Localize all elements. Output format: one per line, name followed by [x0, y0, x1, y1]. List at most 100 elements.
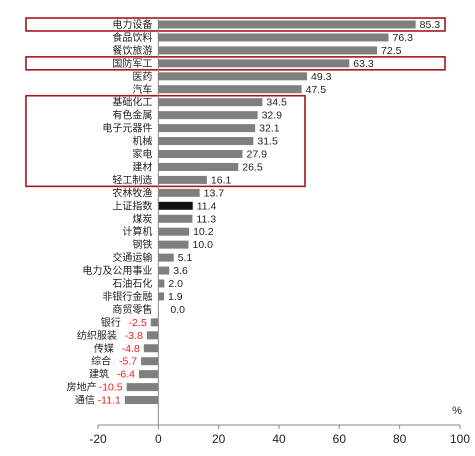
category-label-8: 有色金属 [112, 109, 152, 122]
category-label-7: 基础化工 [112, 96, 152, 109]
value-label-9: 32.1 [259, 123, 280, 135]
category-label-5: 医药 [132, 71, 152, 83]
bar-13 [158, 175, 207, 184]
value-label-30: -11.1 [98, 395, 121, 407]
category-label-17: 计算机 [122, 225, 152, 238]
category-label-28: 建筑 [89, 368, 109, 381]
value-label-2: 76.3 [393, 32, 414, 44]
category-label-30: 通信 [75, 395, 95, 407]
bar-2 [158, 33, 389, 42]
bar-3 [158, 46, 378, 55]
category-label-2: 食品饮料 [112, 31, 152, 44]
value-label-8: 32.9 [262, 110, 283, 122]
value-label-18: 10.0 [193, 239, 214, 251]
bar-22 [158, 292, 165, 301]
value-label-15: 11.4 [197, 200, 217, 212]
category-label-25: 纺织服装 [77, 329, 117, 342]
category-label-10: 机械 [132, 135, 152, 148]
highlight-box-3 [25, 94, 306, 188]
category-label-3: 餐饮旅游 [112, 44, 152, 57]
category-labels: 电力设备食品饮料餐饮旅游国防军工医药汽车基础化工有色金属电子元器件机械家电建材轻… [67, 18, 153, 407]
category-label-9: 电子元器件 [102, 122, 152, 135]
value-label-14: 13.7 [204, 187, 225, 199]
category-label-26: 传媒 [94, 343, 114, 355]
category-label-11: 家电 [132, 148, 152, 161]
value-label-10: 31.5 [257, 136, 278, 148]
value-label-20: 3.6 [173, 265, 188, 277]
x-tick-label-4: 40 [272, 432, 286, 446]
category-label-19: 交通运输 [112, 251, 152, 264]
x-tick-label-3: 20 [212, 432, 226, 446]
bar-27 [141, 357, 159, 366]
bar-21 [158, 279, 165, 288]
category-label-4: 国防军工 [112, 57, 152, 70]
category-label-12: 建材 [132, 160, 152, 173]
category-label-24: 银行 [101, 316, 121, 329]
bar-11 [158, 150, 243, 158]
bar-30 [124, 396, 159, 405]
category-label-27: 综合 [91, 355, 111, 368]
x-tick-label-5: 60 [333, 432, 347, 446]
category-label-21: 石油石化 [112, 277, 152, 290]
bar-5 [158, 72, 308, 81]
value-label-24: -2.5 [129, 317, 147, 329]
x-tick-label-7: 100 [450, 432, 470, 446]
value-label-22: 1.9 [168, 291, 183, 303]
bar-20 [158, 266, 170, 275]
category-label-15: 上证指数 [112, 199, 152, 212]
bar-7 [158, 98, 263, 107]
value-label-5: 49.3 [311, 71, 332, 83]
bar-8 [158, 111, 258, 120]
value-label-27: -5.7 [119, 356, 137, 368]
bar-10 [158, 137, 254, 146]
value-label-13: 16.1 [211, 174, 232, 186]
value-label-19: 5.1 [178, 252, 193, 264]
bar-29 [126, 383, 159, 392]
category-label-20: 电力及公用事业 [82, 264, 152, 277]
value-label-21: 2.0 [168, 278, 183, 290]
highlight-boxes [25, 17, 446, 188]
category-label-22: 非银行金融 [102, 290, 152, 303]
category-label-1: 电力设备 [112, 18, 152, 31]
category-label-13: 轻工制造 [112, 173, 152, 186]
bar-15 [158, 201, 193, 210]
category-label-14: 农林牧渔 [112, 186, 152, 199]
value-label-12: 26.5 [242, 161, 263, 173]
value-label-3: 72.5 [381, 45, 402, 57]
value-label-6: 47.5 [306, 84, 327, 96]
category-label-18: 钢铁 [132, 238, 152, 251]
bar-12 [158, 162, 239, 171]
bar-16 [158, 214, 193, 223]
value-label-11: 27.9 [247, 149, 268, 161]
bar-26 [143, 344, 159, 353]
bar-19 [158, 253, 174, 262]
bar-18 [158, 240, 189, 249]
value-label-28: -6.4 [117, 369, 135, 381]
bars [124, 20, 416, 405]
x-axis: -20 0 20 40 60 80 100 [89, 16, 470, 446]
bar-6 [158, 85, 302, 94]
value-label-29: -10.5 [99, 382, 123, 394]
bar-28 [139, 370, 159, 379]
value-label-17: 10.2 [193, 226, 214, 238]
highlight-box-2 [25, 56, 446, 71]
bar-25 [146, 331, 159, 340]
x-tick-label-2: 0 [155, 432, 162, 446]
value-label-4: 63.3 [353, 58, 374, 70]
value-label-7: 34.5 [266, 97, 287, 109]
bar-24 [150, 318, 159, 327]
bar-4 [158, 59, 350, 68]
category-label-29: 房地产 [67, 381, 97, 394]
category-label-23: 商贸零售 [112, 303, 152, 316]
category-label-6: 汽车 [132, 83, 152, 96]
bar-14 [158, 188, 200, 197]
x-tick-label-6: 80 [393, 432, 407, 446]
value-label-16: 11.3 [196, 213, 216, 225]
bar-1 [158, 20, 416, 29]
bar-9 [158, 124, 256, 133]
value-label-25: -3.8 [125, 330, 143, 342]
unit-label: % [452, 405, 462, 417]
value-labels: 85.3 76.372.5 63.3 49.347.5 34.532.932.131.5… [98, 19, 441, 407]
category-label-16: 煤炭 [132, 212, 152, 225]
